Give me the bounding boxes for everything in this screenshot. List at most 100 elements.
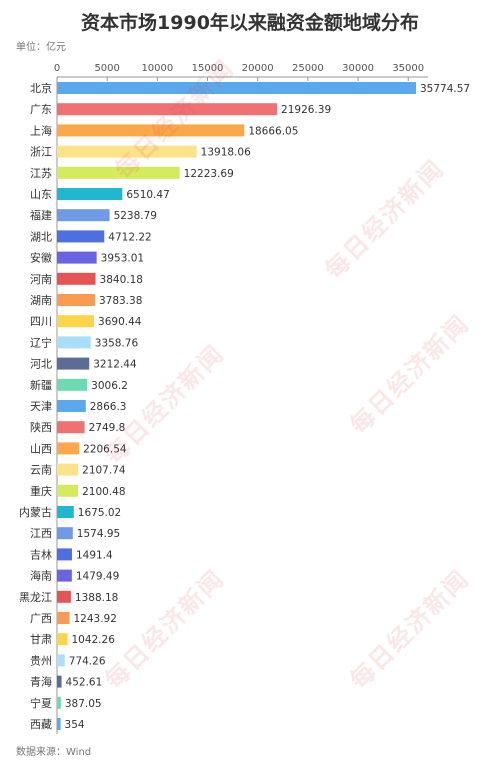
value-label: 5238.79	[114, 210, 157, 222]
bar	[57, 675, 62, 688]
value-label: 18666.05	[248, 125, 298, 137]
y-category-label: 青海	[30, 675, 52, 689]
y-category-label: 西藏	[30, 718, 52, 731]
value-label: 1042.26	[71, 634, 115, 646]
y-category-label: 湖南	[30, 294, 52, 307]
value-label: 35774.57	[420, 83, 470, 95]
y-category-label: 河南	[30, 273, 52, 286]
value-label: 3783.38	[99, 295, 142, 307]
bar	[57, 145, 197, 158]
y-category-label: 云南	[30, 464, 52, 477]
bar	[57, 400, 86, 412]
value-label: 1243.92	[73, 613, 116, 625]
bar	[57, 696, 61, 709]
y-category-label: 四川	[30, 315, 52, 328]
value-label: 1491.4	[76, 549, 113, 561]
bar	[57, 251, 97, 264]
bar	[57, 421, 85, 434]
y-category-label: 上海	[30, 123, 52, 137]
x-tick-label: 10000	[141, 63, 173, 74]
bar	[57, 463, 79, 476]
bar	[57, 230, 105, 243]
bar	[57, 82, 416, 94]
value-label: 3358.76	[95, 337, 139, 349]
bar	[57, 612, 70, 624]
value-label: 1675.02	[78, 507, 121, 519]
x-tick-label: 30000	[342, 63, 374, 74]
value-label: 3953.01	[101, 253, 144, 265]
value-label: 3690.44	[98, 316, 142, 328]
bar	[57, 442, 80, 455]
value-label: 354	[65, 719, 85, 731]
value-label: 1479.49	[76, 571, 119, 583]
y-category-label: 陕西	[30, 420, 52, 434]
y-category-label: 贵州	[30, 654, 52, 667]
bar	[57, 527, 73, 540]
bar	[57, 633, 68, 646]
y-category-label: 湖北	[30, 230, 52, 243]
y-category-label: 北京	[30, 81, 52, 95]
y-category-label: 重庆	[30, 484, 52, 498]
value-label: 3212.44	[93, 359, 137, 371]
value-label: 2100.48	[82, 486, 125, 498]
bar	[57, 103, 278, 116]
y-category-label: 江苏	[30, 167, 52, 180]
y-category-label: 山西	[30, 442, 52, 455]
value-label: 4712.22	[108, 231, 151, 243]
y-category-label: 福建	[30, 208, 52, 222]
y-category-label: 新疆	[30, 378, 52, 392]
value-label: 3006.2	[91, 380, 128, 392]
x-tick-label: 0	[54, 63, 60, 74]
bar	[57, 272, 96, 285]
y-category-label: 江西	[30, 527, 52, 540]
y-category-label: 河北	[30, 358, 52, 371]
y-category-label: 山东	[30, 188, 52, 201]
bar	[57, 484, 79, 497]
bar	[57, 357, 90, 370]
unit-label: 单位：亿元	[16, 42, 66, 53]
y-category-label: 甘肃	[30, 633, 52, 646]
y-category-label: 广东	[30, 103, 52, 116]
bar	[57, 124, 245, 137]
value-label: 387.05	[65, 698, 102, 710]
value-label: 452.61	[66, 677, 103, 689]
y-category-label: 黑龙江	[19, 591, 52, 604]
bar	[57, 166, 180, 179]
value-label: 774.26	[69, 655, 106, 667]
value-label: 2866.3	[90, 401, 127, 413]
y-category-label: 天津	[30, 400, 52, 413]
value-label: 1388.18	[75, 592, 118, 604]
bar	[57, 188, 123, 200]
y-category-label: 吉林	[30, 547, 52, 561]
x-tick-label: 20000	[242, 63, 274, 74]
source-label: 数据来源：Wind	[16, 747, 92, 758]
x-tick-label: 5000	[94, 63, 119, 74]
x-tick-label: 35000	[392, 63, 424, 74]
x-tick-label: 15000	[192, 63, 224, 74]
value-label: 6510.47	[126, 189, 169, 201]
y-category-label: 海南	[30, 569, 52, 583]
value-label: 2206.54	[83, 443, 127, 455]
bar	[57, 506, 74, 518]
x-tick-label: 25000	[292, 63, 324, 74]
bar	[57, 569, 72, 582]
y-category-label: 内蒙古	[19, 505, 52, 519]
value-label: 2107.74	[82, 465, 126, 477]
bar	[57, 315, 95, 328]
chart-title: 资本市场1990年以来融资金额地域分布	[81, 12, 419, 34]
value-label: 13918.06	[201, 147, 251, 159]
y-category-label: 辽宁	[30, 335, 52, 349]
y-category-label: 广西	[30, 612, 52, 625]
bar	[57, 336, 91, 349]
value-label: 12223.69	[184, 168, 234, 180]
y-category-label: 宁夏	[30, 696, 52, 710]
bar	[57, 378, 88, 391]
y-category-label: 浙江	[30, 146, 52, 159]
bar	[57, 294, 95, 306]
value-label: 21926.39	[281, 104, 331, 116]
value-label: 2749.8	[89, 422, 126, 434]
y-category-label: 安徽	[30, 251, 52, 265]
bar	[57, 209, 110, 222]
bar	[57, 718, 61, 730]
